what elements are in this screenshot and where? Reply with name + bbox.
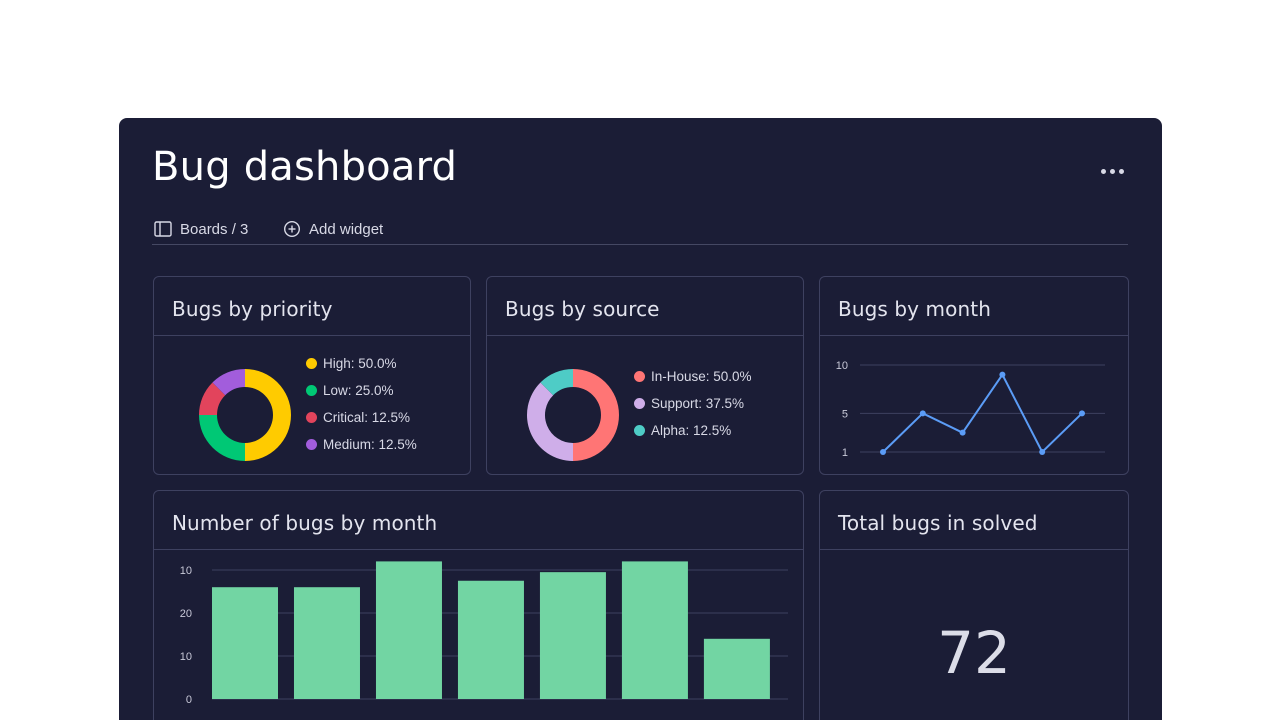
month-bar-widget[interactable]: Number of bugs by month 10 20 10 0 — [153, 490, 804, 720]
solved-widget[interactable]: Total bugs in solved 72 — [819, 490, 1129, 720]
priority-donut-chart — [199, 369, 291, 461]
widget-divider — [820, 335, 1128, 336]
donut-slice-alpha — [540, 369, 573, 396]
legend-label: Support: 37.5% — [651, 396, 745, 411]
donut-slice-in-house — [573, 369, 619, 461]
more-dot — [1109, 168, 1115, 174]
bar — [212, 587, 278, 699]
more-options-button[interactable] — [1096, 160, 1128, 182]
data-point — [880, 449, 886, 455]
boards-label: Boards / 3 — [180, 220, 249, 238]
legend-item: Low: 25.0% — [306, 377, 417, 404]
widget-title: Bugs by priority — [172, 297, 333, 321]
bar — [457, 580, 524, 699]
legend-label: Alpha: 12.5% — [651, 423, 732, 438]
source-legend: In-House: 50.0% Support: 37.5% Alpha: 12.5… — [634, 363, 752, 444]
bar — [621, 561, 688, 699]
donut-slice-support — [527, 382, 573, 461]
y-tick-label: 20 — [180, 608, 192, 620]
legend-swatch — [634, 398, 645, 409]
donut-slice-high — [245, 369, 291, 461]
legend-item: Medium: 12.5% — [306, 431, 417, 458]
y-tick-label: 10 — [836, 360, 848, 372]
legend-item: In-House: 50.0% — [634, 363, 752, 390]
legend-swatch — [306, 439, 317, 450]
legend-label: Critical: 12.5% — [323, 410, 411, 425]
widget-title: Bugs by source — [505, 297, 660, 321]
series-line — [882, 372, 1083, 454]
data-point — [1039, 449, 1046, 455]
widget-divider — [820, 549, 1128, 550]
widget-title: Bugs by month — [838, 297, 991, 321]
legend-item: Support: 37.5% — [634, 390, 752, 417]
add-widget-button[interactable]: Add widget — [283, 217, 383, 241]
month-line-chart: 10 5 1 — [836, 360, 1105, 459]
priority-legend: High: 50.0% Low: 25.0% Critical: 12.5% Medi… — [306, 350, 417, 458]
bar — [293, 587, 360, 699]
legend-item: High: 50.0% — [306, 350, 417, 377]
source-donut-chart — [527, 369, 619, 461]
toolbar-divider — [152, 244, 1128, 245]
board-icon — [154, 221, 172, 237]
y-tick-label: 0 — [186, 694, 192, 706]
source-widget[interactable]: Bugs by source In-House: 50.0% Support: 3… — [486, 276, 804, 475]
widget-divider — [487, 335, 803, 336]
month-bar-chart: 10 20 10 0 — [180, 561, 788, 706]
legend-swatch — [634, 425, 645, 436]
data-point — [919, 410, 926, 417]
legend-label: Low: 25.0% — [323, 383, 394, 398]
legend-swatch — [306, 385, 317, 396]
donut-slice-critical — [199, 382, 226, 415]
legend-swatch — [306, 412, 317, 423]
month-line-widget[interactable]: Bugs by month 10 5 1 — [819, 276, 1129, 475]
bar — [375, 561, 442, 699]
data-point — [1079, 410, 1085, 417]
donut-slice-medium — [212, 369, 245, 396]
data-point — [959, 429, 966, 436]
data-point — [999, 371, 1006, 378]
legend-label: Medium: 12.5% — [323, 437, 417, 452]
legend-label: In-House: 50.0% — [651, 369, 752, 384]
widget-title: Number of bugs by month — [172, 511, 438, 535]
legend-swatch — [634, 371, 645, 382]
widget-title: Total bugs in solved — [838, 511, 1038, 535]
more-dots-icon — [1100, 168, 1106, 174]
priority-widget[interactable]: Bugs by priority High: 50.0% Low: 25.0% Cr… — [153, 276, 471, 475]
y-tick-label: 10 — [180, 565, 192, 577]
boards-link[interactable]: Boards / 3 — [154, 217, 248, 241]
legend-item: Critical: 12.5% — [306, 404, 417, 431]
plus-circle-icon — [283, 220, 301, 238]
legend-swatch — [306, 358, 317, 369]
y-tick-label: 10 — [180, 651, 192, 663]
more-dot — [1118, 168, 1124, 174]
add-widget-label: Add widget — [309, 220, 384, 238]
bar — [703, 638, 770, 699]
legend-item: Alpha: 12.5% — [634, 417, 752, 444]
solved-count: 72 — [937, 619, 1011, 687]
y-tick-label: 5 — [842, 408, 848, 420]
donut-slice-low — [199, 415, 245, 461]
legend-label: High: 50.0% — [323, 356, 397, 371]
page-title: Bug dashboard — [152, 144, 458, 190]
bar — [539, 572, 606, 699]
widget-divider — [154, 549, 803, 550]
widget-divider — [154, 335, 470, 336]
y-tick-label: 1 — [842, 447, 848, 459]
